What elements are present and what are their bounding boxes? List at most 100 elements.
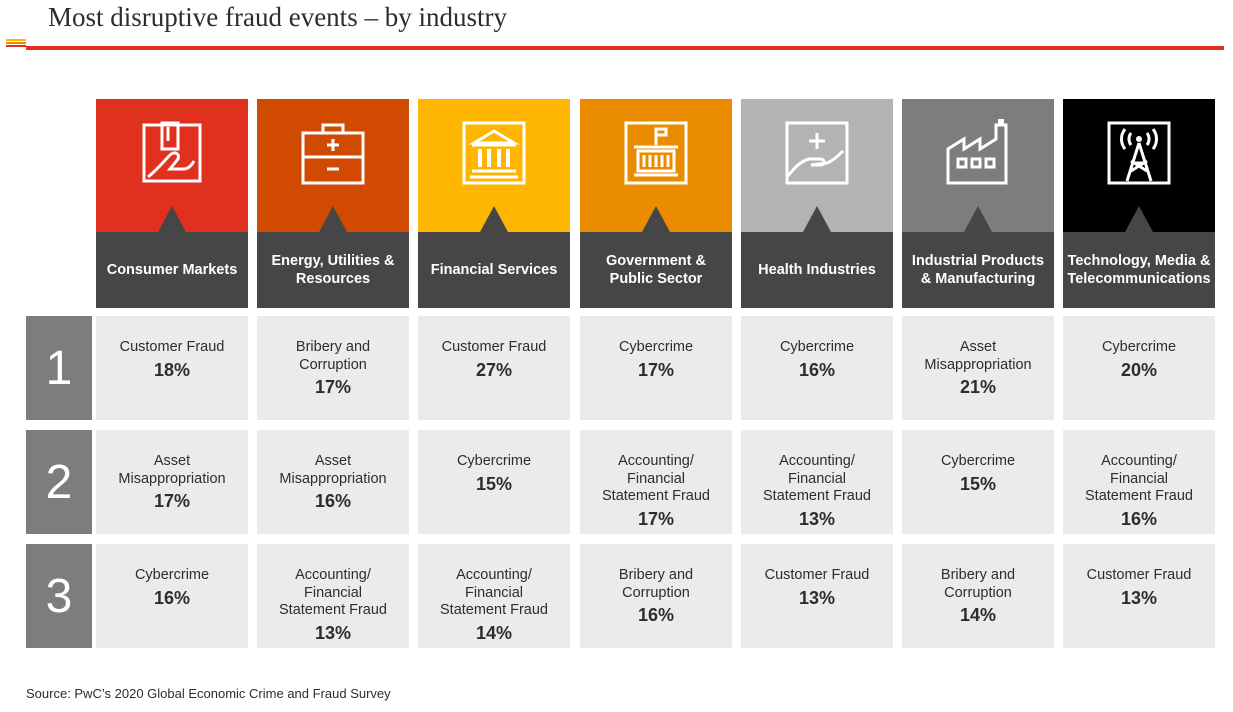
event-percentage: 17%: [637, 508, 675, 529]
toolbox-icon: [295, 115, 371, 191]
event-percentage: 16%: [153, 587, 191, 608]
event-name: Cybercrime: [1101, 339, 1177, 355]
event-percentage: 18%: [153, 359, 191, 380]
event-name: Cybercrime: [456, 453, 532, 469]
industry-header: Industrial Products & Manufacturing: [902, 99, 1054, 308]
fraud-event-cell: Cybercrime 15%: [418, 430, 570, 534]
fraud-event-cell: Bribery and Corruption 17%: [257, 316, 409, 420]
fraud-event-cell: Asset Misappropriation 17%: [96, 430, 248, 534]
event-name: Bribery and Corruption: [618, 567, 694, 601]
antenna-tower-icon: [1101, 115, 1177, 191]
event-name: Accounting/ Financial Statement Fraud: [279, 567, 387, 618]
industry-color-block: [741, 99, 893, 232]
header-notch: [964, 206, 992, 232]
event-name: Cybercrime: [618, 339, 694, 355]
event-percentage: 27%: [475, 359, 513, 380]
industry-header: Health Industries: [741, 99, 893, 308]
event-name: Customer Fraud: [1086, 567, 1192, 583]
industry-color-block: [257, 99, 409, 232]
industry-label: Financial Services: [418, 232, 570, 308]
event-name: Accounting/ Financial Statement Fraud: [440, 567, 548, 618]
fraud-event-cell: Accounting/ Financial Statement Fraud 13%: [741, 430, 893, 534]
fraud-event-cell: Customer Fraud 18%: [96, 316, 248, 420]
fraud-event-cell: Bribery and Corruption 16%: [580, 544, 732, 648]
header-notch: [642, 206, 670, 232]
event-name: Asset Misappropriation: [279, 453, 387, 487]
event-percentage: 17%: [153, 491, 191, 511]
fraud-event-cell: Customer Fraud 27%: [418, 316, 570, 420]
fraud-event-cell: Customer Fraud 13%: [741, 544, 893, 648]
rank-1: 1: [26, 316, 92, 420]
event-name: Cybercrime: [940, 453, 1016, 469]
hand-card-icon: [134, 115, 210, 191]
hand-plus-icon: [779, 115, 855, 191]
event-percentage: 15%: [959, 473, 997, 494]
fraud-event-cell: Accounting/ Financial Statement Fraud 14%: [418, 544, 570, 648]
fraud-event-cell: Cybercrime 17%: [580, 316, 732, 420]
event-name: Accounting/ Financial Statement Fraud: [763, 453, 871, 504]
industry-label: Health Industries: [741, 232, 893, 308]
industry-color-block: [418, 99, 570, 232]
industry-color-block: [580, 99, 732, 232]
event-name: Customer Fraud: [119, 339, 225, 355]
industry-color-block: [96, 99, 248, 232]
rank-2: 2: [26, 430, 92, 534]
page-title: Most disruptive fraud events – by indust…: [48, 2, 507, 32]
event-percentage: 16%: [798, 359, 836, 380]
event-name: Accounting/ Financial Statement Fraud: [1085, 453, 1193, 504]
event-name: Bribery and Corruption: [940, 567, 1016, 601]
industry-label: Energy, Utilities & Resources: [257, 232, 409, 308]
fraud-event-cell: Accounting/ Financial Statement Fraud 16%: [1063, 430, 1215, 534]
header-notch: [319, 206, 347, 232]
header-notch: [158, 206, 186, 232]
fraud-event-cell: Asset Misappropriation 21%: [902, 316, 1054, 420]
event-percentage: 16%: [637, 605, 675, 625]
industry-header: Government & Public Sector: [580, 99, 732, 308]
pwc-logo-mark: [6, 39, 26, 49]
event-name: Bribery and Corruption: [295, 339, 371, 373]
event-name: Customer Fraud: [441, 339, 547, 355]
event-name: Customer Fraud: [764, 567, 870, 583]
industry-header: Energy, Utilities & Resources: [257, 99, 409, 308]
header-notch: [480, 206, 508, 232]
event-name: Cybercrime: [779, 339, 855, 355]
event-percentage: 13%: [1120, 587, 1158, 608]
fraud-event-cell: Accounting/ Financial Statement Fraud 13%: [257, 544, 409, 648]
event-percentage: 15%: [475, 473, 513, 494]
industry-label: Industrial Products & Manufacturing: [902, 232, 1054, 308]
event-name: Asset Misappropriation: [118, 453, 226, 487]
event-percentage: 16%: [314, 491, 352, 511]
event-name: Asset Misappropriation: [924, 339, 1032, 373]
industry-label: Consumer Markets: [96, 232, 248, 308]
fraud-event-cell: Cybercrime 16%: [741, 316, 893, 420]
event-percentage: 13%: [798, 587, 836, 608]
government-building-icon: [618, 115, 694, 191]
industry-color-block: [902, 99, 1054, 232]
industry-header: Technology, Media & Telecommunications: [1063, 99, 1215, 308]
industry-header: Consumer Markets: [96, 99, 248, 308]
title-rule: [26, 46, 1224, 50]
event-percentage: 16%: [1120, 508, 1158, 529]
factory-icon: [940, 115, 1016, 191]
event-percentage: 13%: [798, 508, 836, 529]
fraud-event-cell: Bribery and Corruption 14%: [902, 544, 1054, 648]
fraud-event-cell: Customer Fraud 13%: [1063, 544, 1215, 648]
header-notch: [803, 206, 831, 232]
fraud-event-cell: Cybercrime 16%: [96, 544, 248, 648]
event-percentage: 14%: [959, 605, 997, 625]
event-name: Cybercrime: [134, 567, 210, 583]
fraud-event-cell: Accounting/ Financial Statement Fraud 17%: [580, 430, 732, 534]
industry-color-block: [1063, 99, 1215, 232]
event-percentage: 14%: [475, 622, 513, 643]
rank-3: 3: [26, 544, 92, 648]
event-percentage: 13%: [314, 622, 352, 643]
industry-label: Government & Public Sector: [580, 232, 732, 308]
industry-label: Technology, Media & Telecommunications: [1063, 232, 1215, 308]
fraud-event-cell: Asset Misappropriation 16%: [257, 430, 409, 534]
event-name: Accounting/ Financial Statement Fraud: [602, 453, 710, 504]
fraud-event-cell: Cybercrime 20%: [1063, 316, 1215, 420]
event-percentage: 17%: [637, 359, 675, 380]
source-note: Source: PwC’s 2020 Global Economic Crime…: [26, 686, 391, 701]
event-percentage: 21%: [959, 377, 997, 397]
bank-icon: [456, 115, 532, 191]
